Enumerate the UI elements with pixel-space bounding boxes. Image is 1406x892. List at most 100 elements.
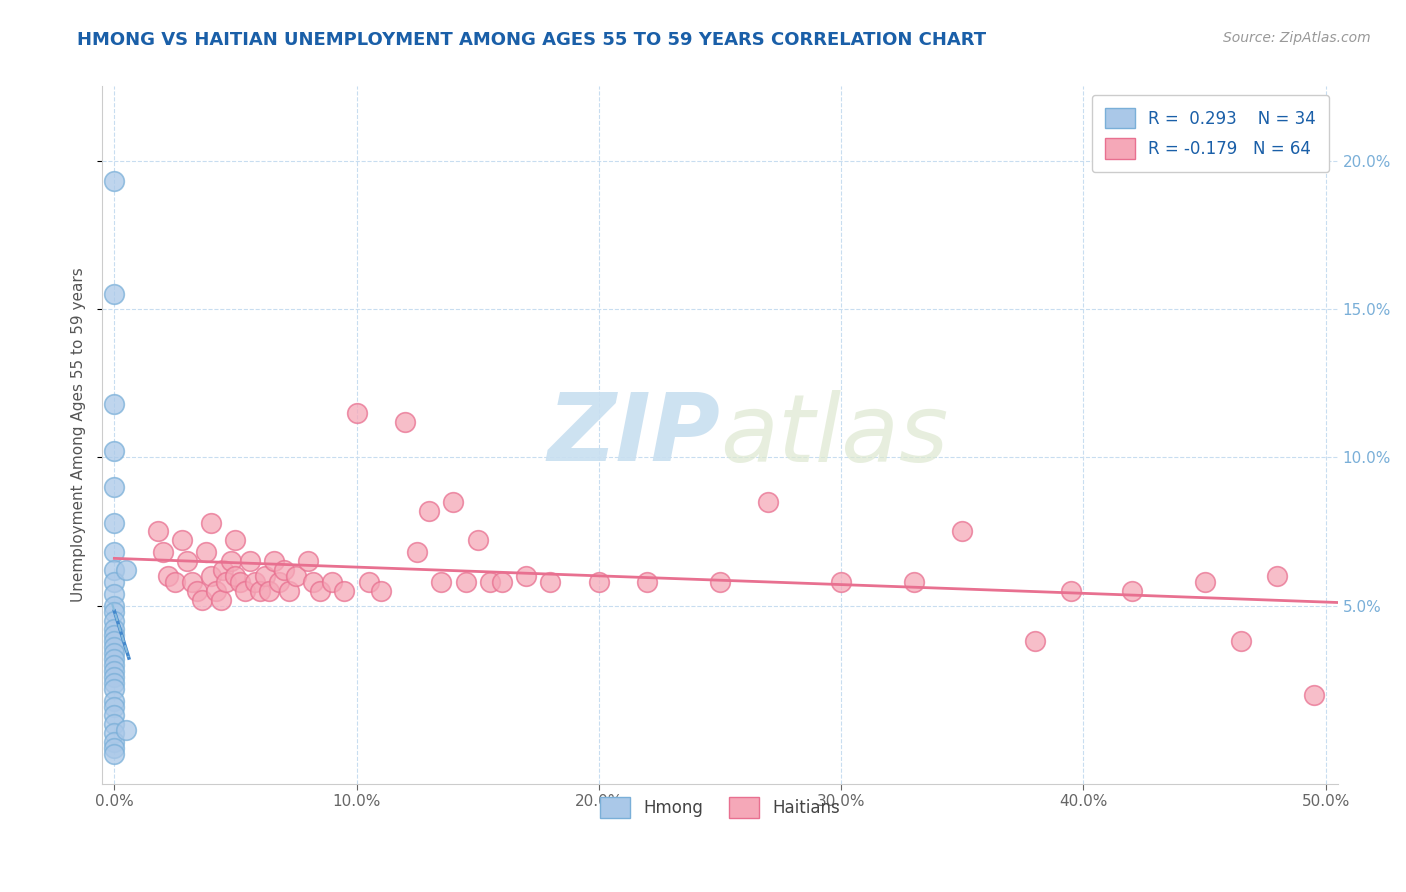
Text: ZIP: ZIP [547,389,720,481]
Point [1265,569,1288,583]
Point [115,723,138,738]
Point [263,554,285,568]
Point [103,741,125,756]
Text: Source: ZipAtlas.com: Source: ZipAtlas.com [1223,31,1371,45]
Point [321,574,343,589]
Point [103,628,125,642]
Point [1024,634,1046,648]
Point [156,569,179,583]
Point [309,583,332,598]
Point [1230,634,1253,648]
Point [103,717,125,731]
Point [103,516,125,530]
Point [224,569,246,583]
Point [239,554,262,568]
Text: atlas: atlas [720,390,948,481]
Point [903,574,925,589]
Point [200,569,222,583]
Point [195,545,218,559]
Point [253,569,276,583]
Point [212,563,235,577]
Point [103,726,125,740]
Point [224,533,246,548]
Point [103,693,125,707]
Point [115,563,138,577]
Point [259,583,281,598]
Point [302,574,325,589]
Point [515,569,537,583]
Point [285,569,308,583]
Point [103,599,125,613]
Point [249,583,271,598]
Point [103,444,125,458]
Point [394,415,416,429]
Point [180,574,202,589]
Point [233,583,256,598]
Point [103,480,125,494]
Point [146,524,169,539]
Point [103,287,125,301]
Point [418,504,440,518]
Point [152,545,174,559]
Point [103,652,125,666]
Point [406,545,429,559]
Point [277,583,299,598]
Point [103,670,125,684]
Point [103,587,125,601]
Point [1121,583,1143,598]
Point [103,747,125,761]
Point [333,583,356,598]
Point [830,574,852,589]
Point [467,533,489,548]
Point [103,699,125,714]
Point [1302,688,1324,702]
Point [205,583,228,598]
Point [588,574,610,589]
Point [443,495,465,509]
Point [163,574,186,589]
Point [636,574,658,589]
Point [103,174,125,188]
Point [219,554,242,568]
Point [103,664,125,678]
Point [103,614,125,628]
Point [346,406,368,420]
Point [209,592,232,607]
Point [172,533,194,548]
Point [103,681,125,696]
Point [190,592,212,607]
Point [709,574,731,589]
Point [103,658,125,673]
Point [267,574,290,589]
Point [454,574,477,589]
Legend: Hmong, Haitians: Hmong, Haitians [593,790,846,824]
Text: HMONG VS HAITIAN UNEMPLOYMENT AMONG AGES 55 TO 59 YEARS CORRELATION CHART: HMONG VS HAITIAN UNEMPLOYMENT AMONG AGES… [77,31,987,49]
Y-axis label: Unemployment Among Ages 55 to 59 years: Unemployment Among Ages 55 to 59 years [72,268,86,602]
Point [103,676,125,690]
Point [103,563,125,577]
Point [215,574,238,589]
Point [103,646,125,660]
Point [1194,574,1216,589]
Point [103,574,125,589]
Point [758,495,780,509]
Point [538,574,561,589]
Point [103,640,125,655]
Point [176,554,198,568]
Point [103,623,125,637]
Point [103,708,125,723]
Point [370,583,392,598]
Point [243,574,266,589]
Point [186,583,208,598]
Point [103,735,125,749]
Point [1060,583,1083,598]
Point [430,574,453,589]
Point [229,574,252,589]
Point [950,524,973,539]
Point [103,545,125,559]
Point [103,397,125,411]
Point [478,574,501,589]
Point [357,574,380,589]
Point [273,563,295,577]
Point [491,574,513,589]
